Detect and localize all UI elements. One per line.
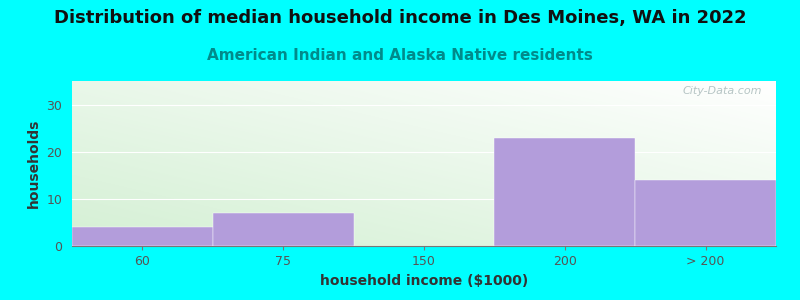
Bar	[635, 180, 776, 246]
Y-axis label: households: households	[27, 119, 41, 208]
Text: American Indian and Alaska Native residents: American Indian and Alaska Native reside…	[207, 48, 593, 63]
Bar	[72, 227, 213, 246]
Bar	[494, 138, 635, 246]
Text: Distribution of median household income in Des Moines, WA in 2022: Distribution of median household income …	[54, 9, 746, 27]
Text: City-Data.com: City-Data.com	[682, 86, 762, 96]
Bar	[213, 213, 354, 246]
X-axis label: household income ($1000): household income ($1000)	[320, 274, 528, 288]
